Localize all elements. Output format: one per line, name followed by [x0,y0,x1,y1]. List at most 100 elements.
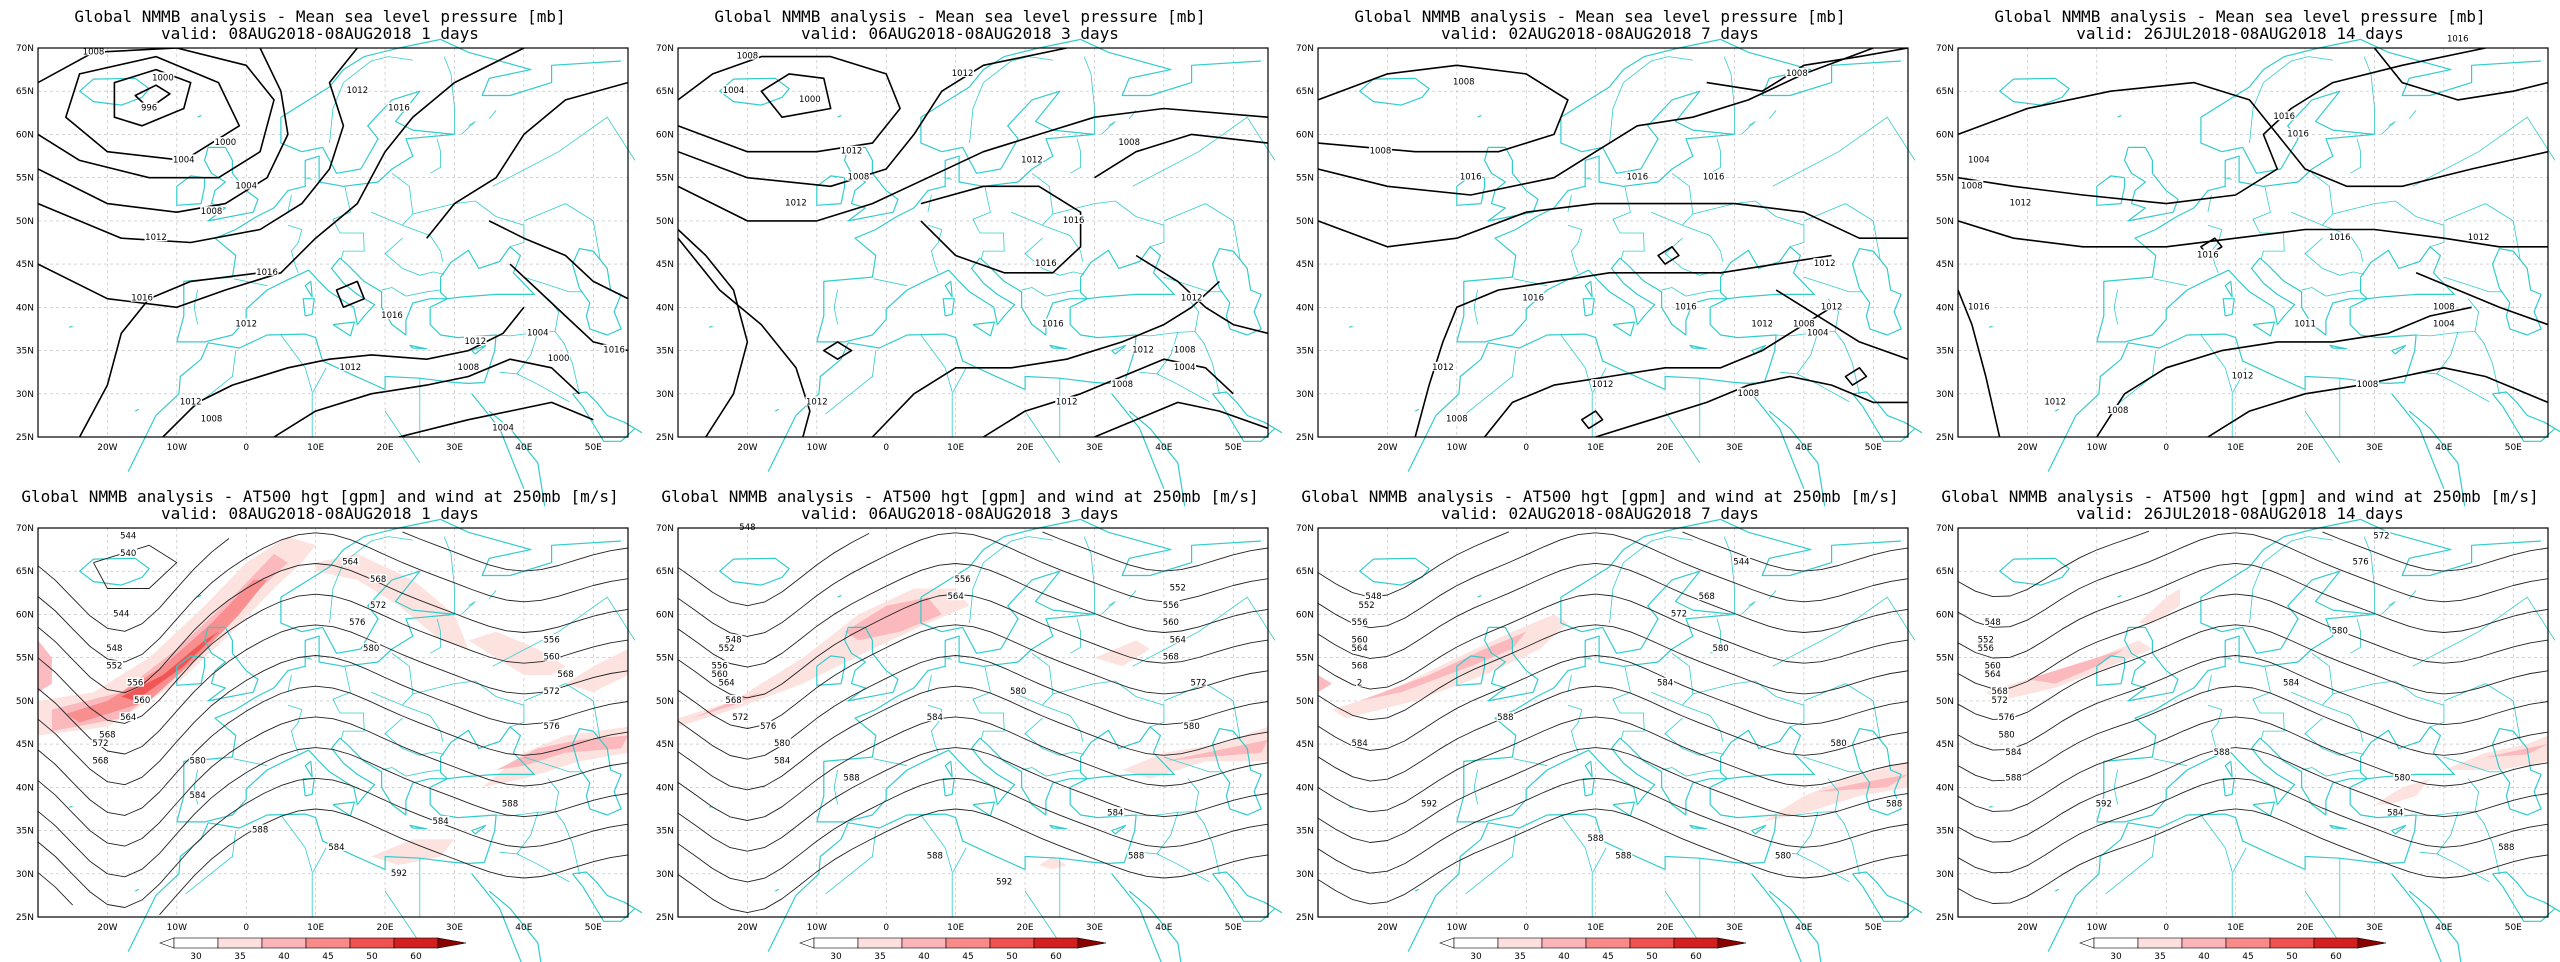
contour-label: 1016 [1703,173,1725,183]
contour-line [1958,685,2548,782]
lon-tick-label: 10W [807,923,827,933]
lon-tick-label: 50E [585,443,602,453]
colorbar-segment [1673,937,1719,949]
isobars [1318,48,1908,437]
isobar-line [678,107,1268,222]
lon-tick-label: 40E [515,923,532,933]
map-canvas: 1008 1008 1016 1016 1016 1008 1012 1016 1016 1012… [1296,38,1923,507]
lon-tick-label: 30E [1086,923,1103,933]
contour-line [678,716,1268,821]
contour-label: 588 [252,826,268,836]
contour-label: 1004 [1807,328,1829,338]
contour-label: 580 [1998,730,2014,740]
contour-label: 1008 [201,415,223,425]
lat-tick-label: 55N [16,174,34,184]
lon-tick-label: 20E [1016,443,1033,453]
lat-tick-label: 65N [16,567,34,577]
map-frame [677,527,1269,918]
lat-tick-label: 30N [656,870,674,880]
lat-tick-label: 50N [656,217,674,227]
contour-label: 580 [1010,687,1026,697]
lat-tick-label: 45N [16,260,34,270]
contour-label: 592 [996,877,1012,887]
lon-tick-label: 30E [446,923,463,933]
colorbar-label: 40 [2198,952,2210,962]
contour-line [1958,532,2548,628]
lon-tick-label: 10W [167,923,187,933]
lat-tick-label: 55N [656,174,674,184]
lon-tick-label: 50E [2505,443,2522,453]
contour-line [38,872,74,906]
colorbar-segment [1497,937,1543,949]
lon-tick-label: 50E [1865,443,1882,453]
contour-label: 1008 [201,207,223,217]
contour-label: 576 [349,618,365,628]
map-background [1958,528,2548,917]
lat-tick-label: 25N [1936,913,1954,923]
contour-label: 1012 [1814,259,1836,269]
contour-label: 1016 [381,311,403,321]
lon-tick-label: 20W [2017,443,2037,453]
lon-tick-label: 40E [1155,443,1172,453]
lat-tick-label: 70N [1296,44,1314,54]
lon-tick-label: 30E [1086,443,1103,453]
mslp-panel-4: Global NMMB analysis - Mean sea level pr… [1920,0,2560,507]
contour-label: 592 [2096,800,2112,810]
contour-label: 580 [1830,739,1846,749]
lon-tick-label: 10E [947,923,964,933]
colorbar-low-arrow [2079,937,2095,949]
isobar-line [2096,306,2472,437]
lat-tick-label: 60N [16,610,34,620]
contour-label: 548 [725,635,741,645]
contour-label: 1016 [256,268,278,278]
colorbar-label: 45 [962,952,973,962]
contour-label: 1012 [145,233,167,243]
lon-tick-label: 0 [2163,443,2169,453]
wind-250mb-shading [1318,614,1908,822]
contour-label: 572 [1190,679,1206,689]
jet-streak [2374,778,2430,805]
lon-tick-label: 50E [1225,923,1242,933]
isobar-line [871,280,1220,437]
colorbar-label: 40 [1558,952,1570,962]
isobar-line [1318,202,1908,248]
lat-tick-label: 50N [1936,697,1954,707]
colorbar-segment [989,937,1035,949]
lon-tick-label: 10E [2227,443,2244,453]
contour-label: 588 [1886,800,1902,810]
jet-streak [65,579,268,723]
contour-line [1682,531,1908,572]
jet-streak [2485,744,2548,758]
contour-label: 588 [843,774,859,784]
contour-label: 544 [113,609,129,619]
contour-label: 1016 [1522,294,1544,304]
contour-label: 548 [1985,618,2001,628]
contour-label: 1012 [1021,155,1043,165]
colorbar-segment [2093,937,2139,949]
colorbar-segment [1629,937,1675,949]
contour-label: 572 [1671,609,1687,619]
lon-tick-label: 40E [1155,923,1172,933]
contour-label: 1016 [1675,302,1697,312]
colorbar-label: 50 [366,952,378,962]
lat-tick-label: 70N [16,44,34,54]
contour-line [1318,777,1908,874]
contour-label: 576 [760,722,776,732]
contour-labels: 1008 1004 1000 1012 1012 1008 1012 1012 1008 1016… [722,50,1204,407]
lat-tick-label: 35N [1296,827,1314,837]
lat-tick-label: 35N [1936,347,1954,357]
contour-label: 556 [1352,618,1368,628]
contour-label: 1004 [723,86,745,96]
contour-label: 564 [948,592,964,602]
lon-tick-label: 20W [1377,923,1397,933]
contour-line [1958,624,2548,720]
colorbar-segment [261,937,307,949]
contour-line [38,532,628,663]
lon-tick-label: 30E [446,443,463,453]
colorbar-segment [173,937,219,949]
contour-label: 576 [1998,713,2014,723]
jet-streak [38,640,52,693]
jet-streak [1163,739,1268,762]
jet-streak [1762,761,1908,822]
panel-title: Global NMMB analysis - AT500 hgt [gpm] a… [1301,487,1899,506]
